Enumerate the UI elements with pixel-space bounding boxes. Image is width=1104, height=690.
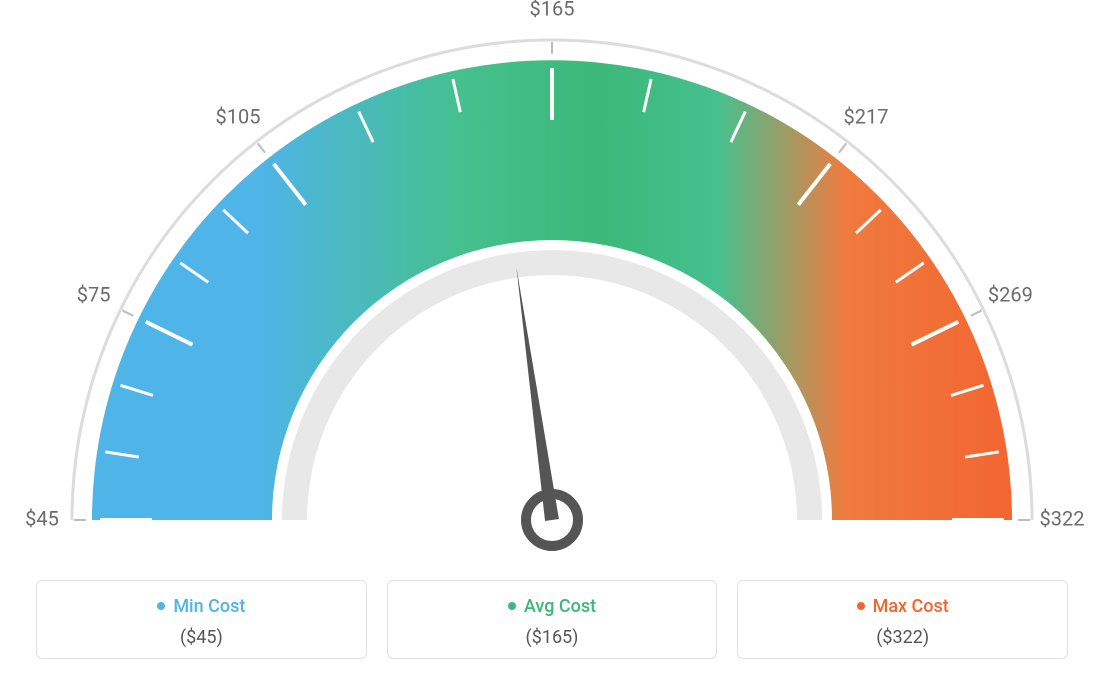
outer-tick xyxy=(122,310,133,315)
tick-label: $322 xyxy=(1040,506,1085,530)
legend-box-min: Min Cost ($45) xyxy=(36,580,367,659)
legend-label-avg: Avg Cost xyxy=(524,596,596,617)
gauge-needle xyxy=(516,267,559,520)
legend-title-max: Max Cost xyxy=(857,596,949,617)
tick-label: $105 xyxy=(216,104,261,128)
legend-row: Min Cost ($45) Avg Cost ($165) Max Cost … xyxy=(0,580,1104,659)
legend-dot-max xyxy=(857,602,865,610)
outer-tick xyxy=(839,143,846,152)
legend-box-avg: Avg Cost ($165) xyxy=(387,580,718,659)
tick-label: $45 xyxy=(25,506,59,530)
tick-label: $165 xyxy=(530,0,575,20)
tick-label: $269 xyxy=(988,283,1033,307)
outer-tick xyxy=(971,310,982,315)
tick-label: $75 xyxy=(77,283,111,307)
gauge-svg: $45 $75 $105 $165 $217 $269 $322 xyxy=(0,0,1104,570)
gauge-container: $45 $75 $105 $165 $217 $269 $322 xyxy=(0,0,1104,570)
gauge-band xyxy=(92,60,1012,520)
legend-box-max: Max Cost ($322) xyxy=(737,580,1068,659)
legend-label-max: Max Cost xyxy=(873,596,949,617)
legend-value-avg: ($165) xyxy=(398,627,707,648)
legend-title-min: Min Cost xyxy=(157,596,245,617)
outer-tick xyxy=(258,143,265,152)
legend-label-min: Min Cost xyxy=(173,596,245,617)
legend-value-max: ($322) xyxy=(748,627,1057,648)
tick-label: $217 xyxy=(844,104,889,128)
legend-value-min: ($45) xyxy=(47,627,356,648)
legend-dot-min xyxy=(157,602,165,610)
legend-dot-avg xyxy=(508,602,516,610)
legend-title-avg: Avg Cost xyxy=(508,596,596,617)
